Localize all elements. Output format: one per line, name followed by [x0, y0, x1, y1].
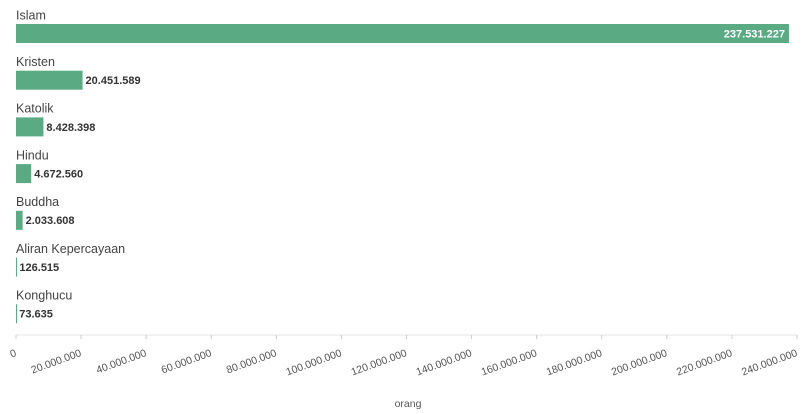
x-tick-label: 160.000.000	[480, 347, 539, 378]
value-label: 126.515	[19, 262, 59, 274]
value-label: 73.635	[19, 309, 53, 321]
category-label: Hindu	[16, 148, 49, 162]
x-tick-label: 0	[8, 347, 18, 360]
x-tick-label: 200.000.000	[610, 347, 669, 378]
category-label: Konghucu	[16, 288, 72, 302]
bar	[16, 257, 17, 277]
x-tick-label: 140.000.000	[415, 347, 474, 378]
value-label: 8.428.398	[46, 122, 95, 134]
bar	[16, 164, 32, 184]
bar	[16, 24, 789, 43]
category-label: Aliran Kepercayaan	[16, 242, 125, 256]
x-tick-label: 180.000.000	[545, 347, 604, 378]
category-label: Islam	[16, 8, 46, 22]
bar	[16, 210, 23, 230]
x-tick-label: 100.000.000	[284, 347, 343, 378]
bar	[16, 304, 17, 324]
x-tick-label: 120.000.000	[349, 347, 408, 378]
x-tick-label: 40.000.000	[95, 347, 149, 376]
x-tick-label: 80.000.000	[225, 347, 279, 376]
x-tick-label: 220.000.000	[675, 347, 734, 378]
bar	[16, 117, 44, 137]
x-tick-label: 240.000.000	[740, 347, 799, 378]
bar	[16, 70, 83, 90]
category-label: Buddha	[16, 195, 59, 209]
x-tick-label: 60.000.000	[160, 347, 214, 376]
category-label: Kristen	[16, 55, 55, 69]
value-label: 4.672.560	[34, 169, 83, 181]
category-label: Katolik	[16, 102, 54, 116]
value-label: 20.451.589	[86, 75, 141, 87]
value-label: 2.033.608	[26, 215, 75, 227]
x-axis-label: orang	[395, 398, 422, 410]
x-tick-label: 20.000.000	[30, 347, 84, 376]
value-label: 237.531.227	[724, 28, 785, 40]
